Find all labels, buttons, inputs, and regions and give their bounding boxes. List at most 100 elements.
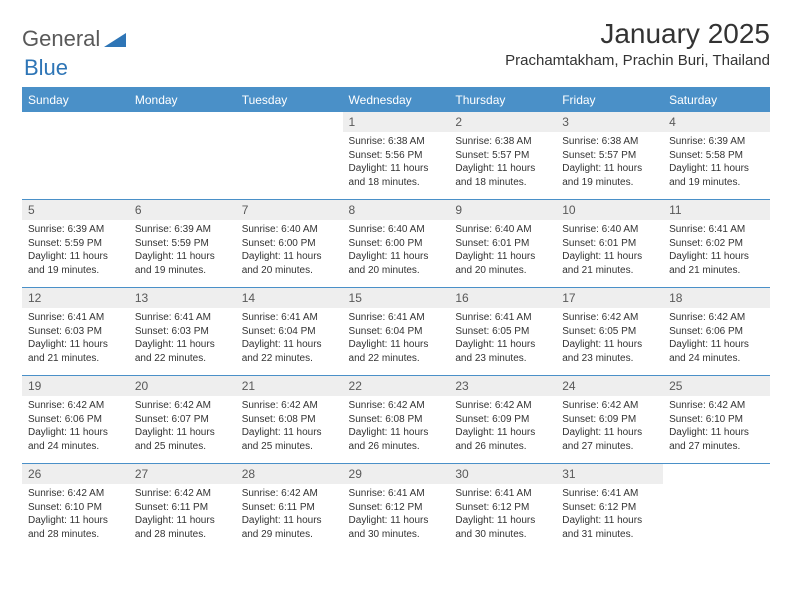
calendar-cell: 19Sunrise: 6:42 AMSunset: 6:06 PMDayligh… <box>22 376 129 464</box>
day-number: 10 <box>556 200 663 220</box>
calendar-cell: 4Sunrise: 6:39 AMSunset: 5:58 PMDaylight… <box>663 112 770 200</box>
calendar-week-row: 1Sunrise: 6:38 AMSunset: 5:56 PMDaylight… <box>22 112 770 200</box>
calendar-cell: 20Sunrise: 6:42 AMSunset: 6:07 PMDayligh… <box>129 376 236 464</box>
day-details: Sunrise: 6:42 AMSunset: 6:06 PMDaylight:… <box>663 308 770 369</box>
day-details: Sunrise: 6:39 AMSunset: 5:59 PMDaylight:… <box>129 220 236 281</box>
day-details: Sunrise: 6:38 AMSunset: 5:57 PMDaylight:… <box>556 132 663 193</box>
day-number: 4 <box>663 112 770 132</box>
calendar-cell <box>129 112 236 200</box>
day-number: 19 <box>22 376 129 396</box>
calendar-cell: 29Sunrise: 6:41 AMSunset: 6:12 PMDayligh… <box>343 464 450 546</box>
day-details: Sunrise: 6:40 AMSunset: 6:00 PMDaylight:… <box>236 220 343 281</box>
day-number: 20 <box>129 376 236 396</box>
day-details: Sunrise: 6:42 AMSunset: 6:06 PMDaylight:… <box>22 396 129 457</box>
calendar-week-row: 5Sunrise: 6:39 AMSunset: 5:59 PMDaylight… <box>22 200 770 288</box>
calendar-cell: 22Sunrise: 6:42 AMSunset: 6:08 PMDayligh… <box>343 376 450 464</box>
calendar-cell: 15Sunrise: 6:41 AMSunset: 6:04 PMDayligh… <box>343 288 450 376</box>
day-details: Sunrise: 6:42 AMSunset: 6:08 PMDaylight:… <box>343 396 450 457</box>
day-number: 17 <box>556 288 663 308</box>
day-number: 24 <box>556 376 663 396</box>
calendar-cell: 2Sunrise: 6:38 AMSunset: 5:57 PMDaylight… <box>449 112 556 200</box>
day-details: Sunrise: 6:39 AMSunset: 5:59 PMDaylight:… <box>22 220 129 281</box>
day-details: Sunrise: 6:38 AMSunset: 5:56 PMDaylight:… <box>343 132 450 193</box>
day-number: 29 <box>343 464 450 484</box>
calendar-cell: 6Sunrise: 6:39 AMSunset: 5:59 PMDaylight… <box>129 200 236 288</box>
day-details: Sunrise: 6:40 AMSunset: 6:01 PMDaylight:… <box>556 220 663 281</box>
day-number: 22 <box>343 376 450 396</box>
title-block: January 2025 Prachamtakham, Prachin Buri… <box>505 18 770 69</box>
calendar-cell: 17Sunrise: 6:42 AMSunset: 6:05 PMDayligh… <box>556 288 663 376</box>
calendar-cell <box>236 112 343 200</box>
page-title: January 2025 <box>505 18 770 50</box>
calendar-cell: 16Sunrise: 6:41 AMSunset: 6:05 PMDayligh… <box>449 288 556 376</box>
calendar-cell: 31Sunrise: 6:41 AMSunset: 6:12 PMDayligh… <box>556 464 663 546</box>
calendar-cell: 24Sunrise: 6:42 AMSunset: 6:09 PMDayligh… <box>556 376 663 464</box>
day-details: Sunrise: 6:41 AMSunset: 6:03 PMDaylight:… <box>22 308 129 369</box>
logo-text-general: General <box>22 26 100 52</box>
calendar-cell: 9Sunrise: 6:40 AMSunset: 6:01 PMDaylight… <box>449 200 556 288</box>
day-number: 27 <box>129 464 236 484</box>
calendar-cell: 26Sunrise: 6:42 AMSunset: 6:10 PMDayligh… <box>22 464 129 546</box>
day-details: Sunrise: 6:41 AMSunset: 6:04 PMDaylight:… <box>236 308 343 369</box>
logo-text-blue: Blue <box>24 55 68 80</box>
day-number: 9 <box>449 200 556 220</box>
calendar-cell: 27Sunrise: 6:42 AMSunset: 6:11 PMDayligh… <box>129 464 236 546</box>
calendar-cell: 7Sunrise: 6:40 AMSunset: 6:00 PMDaylight… <box>236 200 343 288</box>
day-number: 14 <box>236 288 343 308</box>
day-number: 3 <box>556 112 663 132</box>
day-number: 11 <box>663 200 770 220</box>
calendar-cell: 11Sunrise: 6:41 AMSunset: 6:02 PMDayligh… <box>663 200 770 288</box>
day-number: 7 <box>236 200 343 220</box>
logo-triangle-icon <box>104 31 126 47</box>
day-number: 16 <box>449 288 556 308</box>
day-number: 23 <box>449 376 556 396</box>
day-details: Sunrise: 6:42 AMSunset: 6:09 PMDaylight:… <box>556 396 663 457</box>
calendar-cell: 21Sunrise: 6:42 AMSunset: 6:08 PMDayligh… <box>236 376 343 464</box>
day-details: Sunrise: 6:42 AMSunset: 6:11 PMDaylight:… <box>129 484 236 545</box>
weekday-header: Monday <box>129 88 236 112</box>
day-number: 2 <box>449 112 556 132</box>
day-number: 6 <box>129 200 236 220</box>
weekday-header-row: SundayMondayTuesdayWednesdayThursdayFrid… <box>22 88 770 112</box>
calendar-cell: 8Sunrise: 6:40 AMSunset: 6:00 PMDaylight… <box>343 200 450 288</box>
weekday-header: Thursday <box>449 88 556 112</box>
day-details: Sunrise: 6:41 AMSunset: 6:12 PMDaylight:… <box>343 484 450 545</box>
calendar-cell: 14Sunrise: 6:41 AMSunset: 6:04 PMDayligh… <box>236 288 343 376</box>
day-number: 28 <box>236 464 343 484</box>
day-number: 21 <box>236 376 343 396</box>
day-number: 12 <box>22 288 129 308</box>
calendar-cell: 1Sunrise: 6:38 AMSunset: 5:56 PMDaylight… <box>343 112 450 200</box>
day-number: 5 <box>22 200 129 220</box>
day-details: Sunrise: 6:40 AMSunset: 6:00 PMDaylight:… <box>343 220 450 281</box>
calendar-table: SundayMondayTuesdayWednesdayThursdayFrid… <box>22 87 770 545</box>
day-number: 25 <box>663 376 770 396</box>
calendar-week-row: 12Sunrise: 6:41 AMSunset: 6:03 PMDayligh… <box>22 288 770 376</box>
calendar-cell: 5Sunrise: 6:39 AMSunset: 5:59 PMDaylight… <box>22 200 129 288</box>
day-number: 13 <box>129 288 236 308</box>
weekday-header: Friday <box>556 88 663 112</box>
day-details: Sunrise: 6:41 AMSunset: 6:05 PMDaylight:… <box>449 308 556 369</box>
day-number: 26 <box>22 464 129 484</box>
day-details: Sunrise: 6:38 AMSunset: 5:57 PMDaylight:… <box>449 132 556 193</box>
location-subtitle: Prachamtakham, Prachin Buri, Thailand <box>505 52 770 69</box>
day-details: Sunrise: 6:42 AMSunset: 6:10 PMDaylight:… <box>663 396 770 457</box>
logo: General <box>22 18 126 52</box>
day-details: Sunrise: 6:42 AMSunset: 6:11 PMDaylight:… <box>236 484 343 545</box>
calendar-cell: 28Sunrise: 6:42 AMSunset: 6:11 PMDayligh… <box>236 464 343 546</box>
calendar-cell: 30Sunrise: 6:41 AMSunset: 6:12 PMDayligh… <box>449 464 556 546</box>
day-details: Sunrise: 6:42 AMSunset: 6:07 PMDaylight:… <box>129 396 236 457</box>
day-number: 1 <box>343 112 450 132</box>
day-number: 31 <box>556 464 663 484</box>
day-details: Sunrise: 6:39 AMSunset: 5:58 PMDaylight:… <box>663 132 770 193</box>
day-number: 8 <box>343 200 450 220</box>
calendar-cell <box>663 464 770 546</box>
calendar-cell: 3Sunrise: 6:38 AMSunset: 5:57 PMDaylight… <box>556 112 663 200</box>
weekday-header: Tuesday <box>236 88 343 112</box>
calendar-week-row: 19Sunrise: 6:42 AMSunset: 6:06 PMDayligh… <box>22 376 770 464</box>
calendar-cell: 18Sunrise: 6:42 AMSunset: 6:06 PMDayligh… <box>663 288 770 376</box>
calendar-cell: 12Sunrise: 6:41 AMSunset: 6:03 PMDayligh… <box>22 288 129 376</box>
calendar-cell: 25Sunrise: 6:42 AMSunset: 6:10 PMDayligh… <box>663 376 770 464</box>
calendar-week-row: 26Sunrise: 6:42 AMSunset: 6:10 PMDayligh… <box>22 464 770 546</box>
day-number: 30 <box>449 464 556 484</box>
weekday-header: Saturday <box>663 88 770 112</box>
